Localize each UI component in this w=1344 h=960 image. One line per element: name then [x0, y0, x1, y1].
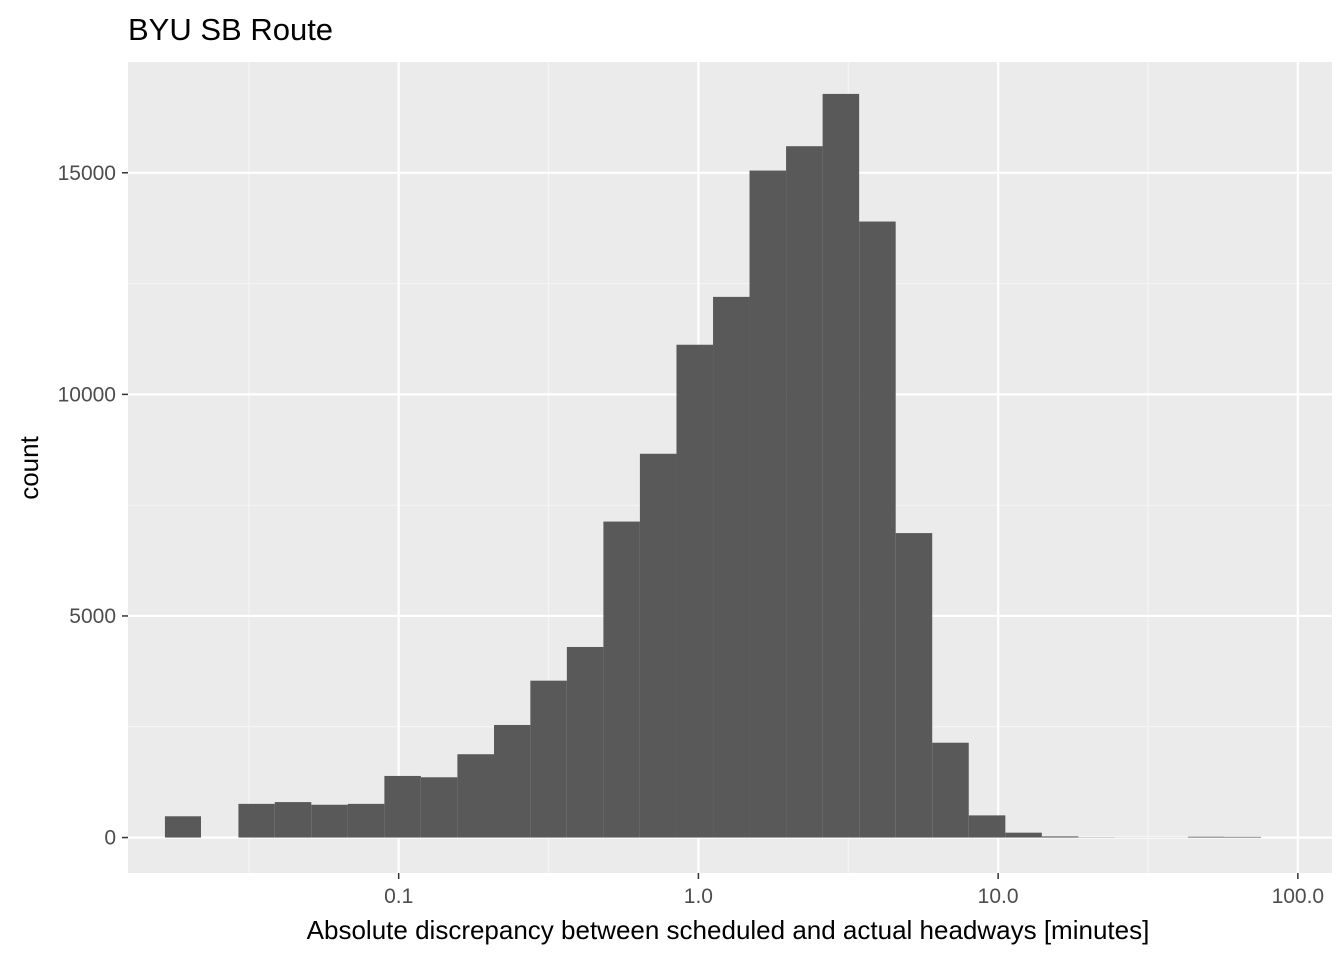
histogram-bar [932, 742, 969, 838]
y-axis-title: count [14, 435, 44, 499]
histogram-bar [786, 146, 823, 838]
histogram-bar [1224, 836, 1262, 838]
histogram-bar [420, 777, 458, 838]
histogram-bar [859, 221, 896, 838]
chart-title: BYU SB Route [128, 12, 333, 47]
histogram-bar [311, 804, 348, 838]
histogram-bar [1005, 832, 1042, 838]
histogram-bar [603, 521, 640, 838]
x-tick-label: 1.0 [684, 885, 713, 908]
histogram-bar [639, 453, 677, 838]
y-tick-label: 0 [104, 827, 116, 850]
histogram-bars [164, 93, 1262, 838]
histogram-bar [566, 646, 604, 838]
histogram-bar [530, 680, 567, 838]
histogram-bar [384, 775, 421, 838]
histogram-bar [822, 93, 860, 838]
histogram-bar [1187, 836, 1225, 838]
histogram-bar [713, 296, 750, 838]
histogram-bar [274, 802, 312, 838]
histogram-bar [238, 803, 275, 838]
y-tick-label: 15000 [58, 162, 116, 185]
histogram-bar [164, 816, 201, 838]
histogram-bar [457, 754, 495, 838]
histogram-bar [895, 533, 933, 838]
histogram-bar [968, 815, 1006, 838]
histogram-bar [347, 803, 385, 838]
histogram-bar [676, 344, 714, 838]
x-tick-label: 10.0 [978, 885, 1019, 908]
histogram-bar [1041, 836, 1079, 838]
histogram-bar [749, 170, 787, 838]
x-tick-label: 0.1 [384, 885, 413, 908]
x-axis: 0.1 1.0 10.0 100.0 [384, 873, 1324, 908]
y-tick-label: 5000 [69, 605, 116, 628]
y-tick-label: 10000 [58, 383, 116, 406]
y-axis: 0 5000 10000 15000 [58, 162, 128, 850]
x-axis-title: Absolute discrepancy between scheduled a… [307, 915, 1150, 945]
histogram-bar [494, 724, 531, 838]
x-tick-label: 100.0 [1272, 885, 1325, 908]
